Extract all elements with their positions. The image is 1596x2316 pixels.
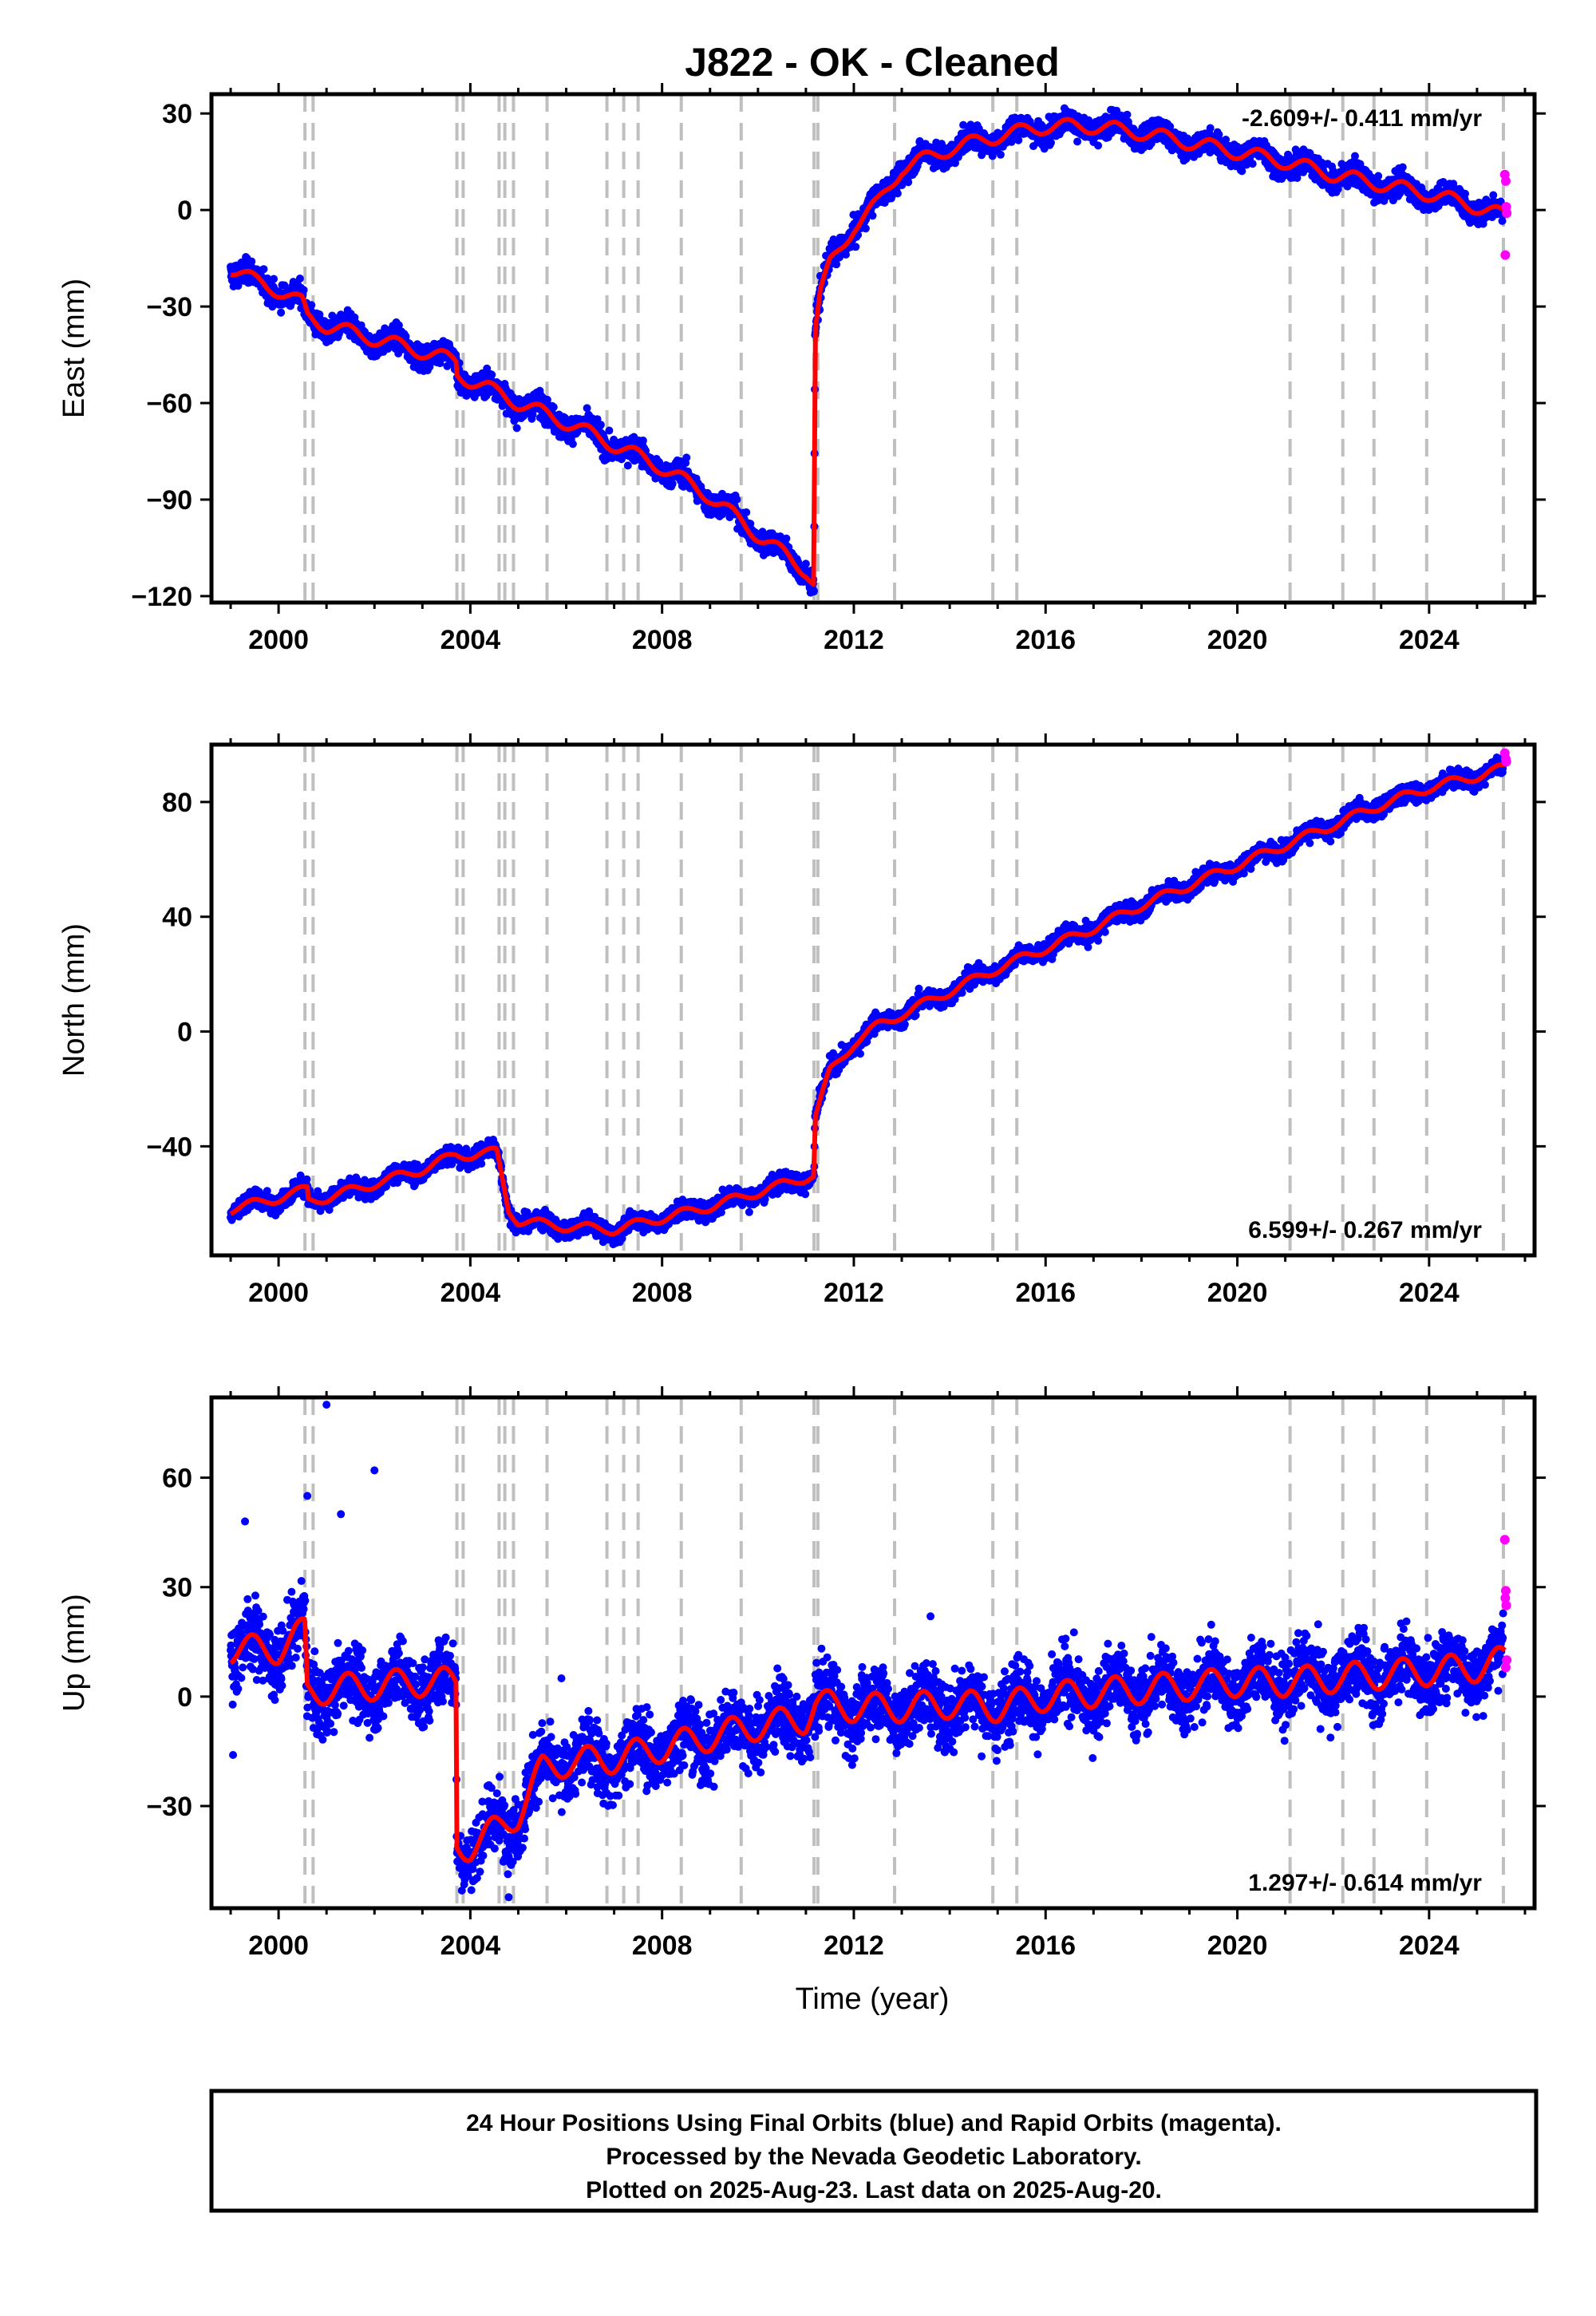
east-data-point — [1007, 137, 1016, 146]
east-data-point — [1374, 172, 1383, 180]
east-y-tick-label: −90 — [146, 485, 192, 516]
east-data-point — [782, 534, 791, 543]
east-data-point — [904, 178, 913, 187]
east-x-tick-label: 2024 — [1399, 625, 1460, 655]
east-data-point — [861, 224, 870, 233]
east-data-point — [893, 189, 902, 198]
east-rapid-point — [1500, 250, 1511, 260]
east-data-point — [528, 410, 537, 419]
east-data-point — [425, 362, 434, 371]
east-data-point — [1248, 160, 1257, 168]
east-rate-label: -2.609+/- 0.411 mm/yr — [1242, 105, 1482, 132]
east-data-point — [519, 412, 527, 421]
east-data-point — [1094, 141, 1103, 150]
east-data-point — [623, 461, 632, 470]
east-y-tick-label: 30 — [162, 99, 192, 129]
east-data-point — [605, 426, 614, 435]
east-data-point — [259, 265, 268, 274]
east-data-point — [682, 453, 691, 462]
east-data-point — [1206, 124, 1215, 132]
east-data-point — [583, 404, 591, 413]
east-data-point — [596, 421, 605, 429]
east-data-point — [951, 159, 959, 168]
east-y-axis-label: East (mm) — [57, 279, 91, 418]
east-data-point — [394, 321, 403, 330]
east-data-point — [401, 332, 410, 341]
east-y-tick-label: −120 — [131, 582, 192, 612]
east-y-tick-label: 0 — [177, 196, 192, 226]
east-data-point — [1166, 122, 1175, 131]
east-data-point — [1014, 136, 1023, 144]
east-data-point — [733, 495, 741, 504]
east-data-point — [742, 508, 751, 516]
east-data-point — [668, 479, 677, 488]
east-data-point — [549, 403, 558, 412]
north-panel: 2000 2004 2008 2012 2016 2020 2024−4004080Nort… — [57, 733, 1546, 1308]
east-data-point — [1489, 191, 1498, 200]
east-data-point — [560, 413, 569, 422]
east-x-tick-label: 2016 — [1015, 625, 1076, 655]
east-data-point — [898, 181, 907, 189]
east-x-tick-label: 2008 — [632, 625, 693, 655]
east-data-point — [1047, 138, 1055, 147]
east-y-tick-label: −60 — [146, 389, 192, 419]
east-data-point — [832, 260, 841, 269]
east-data-point — [568, 440, 577, 449]
east-x-tick-label: 2012 — [824, 625, 884, 655]
east-data-point — [978, 149, 986, 158]
east-data-point — [638, 437, 647, 445]
east-data-point — [512, 424, 521, 433]
east-panel: 2000 2004 2008 2012 2016 2020 2024 −120 −90 −60 −3… — [57, 83, 1546, 655]
east-data-point — [1461, 189, 1469, 198]
east-data-point — [801, 559, 810, 568]
east-final-orbit-points — [227, 104, 1507, 597]
chart-title: J822 - OK - Cleaned — [685, 40, 1060, 85]
east-data-point — [1398, 163, 1407, 172]
east-y-tick-label: −30 — [146, 292, 192, 322]
east-data-point — [810, 587, 818, 595]
east-data-point — [1222, 136, 1231, 144]
east-data-point — [277, 308, 286, 317]
east-data-point — [868, 211, 877, 220]
east-data-point — [851, 243, 860, 251]
east-data-point — [746, 520, 755, 528]
east-data-point — [307, 301, 316, 310]
east-rapid-point — [1502, 208, 1512, 219]
east-data-point — [1073, 137, 1082, 146]
east-data-point — [234, 282, 243, 290]
east-data-point — [295, 275, 304, 283]
east-data-point — [247, 257, 256, 266]
east-data-point — [1123, 110, 1132, 119]
east-data-point — [543, 395, 551, 404]
east-x-tick-label: 2004 — [440, 625, 501, 655]
east-data-point — [299, 286, 308, 294]
east-x-tick-label: 2020 — [1207, 625, 1268, 655]
east-data-point — [488, 370, 496, 379]
east-data-point — [996, 150, 1005, 159]
east-rapid-point — [1500, 176, 1511, 186]
east-x-tick-label: 2000 — [248, 625, 309, 655]
east-data-point — [270, 275, 279, 283]
